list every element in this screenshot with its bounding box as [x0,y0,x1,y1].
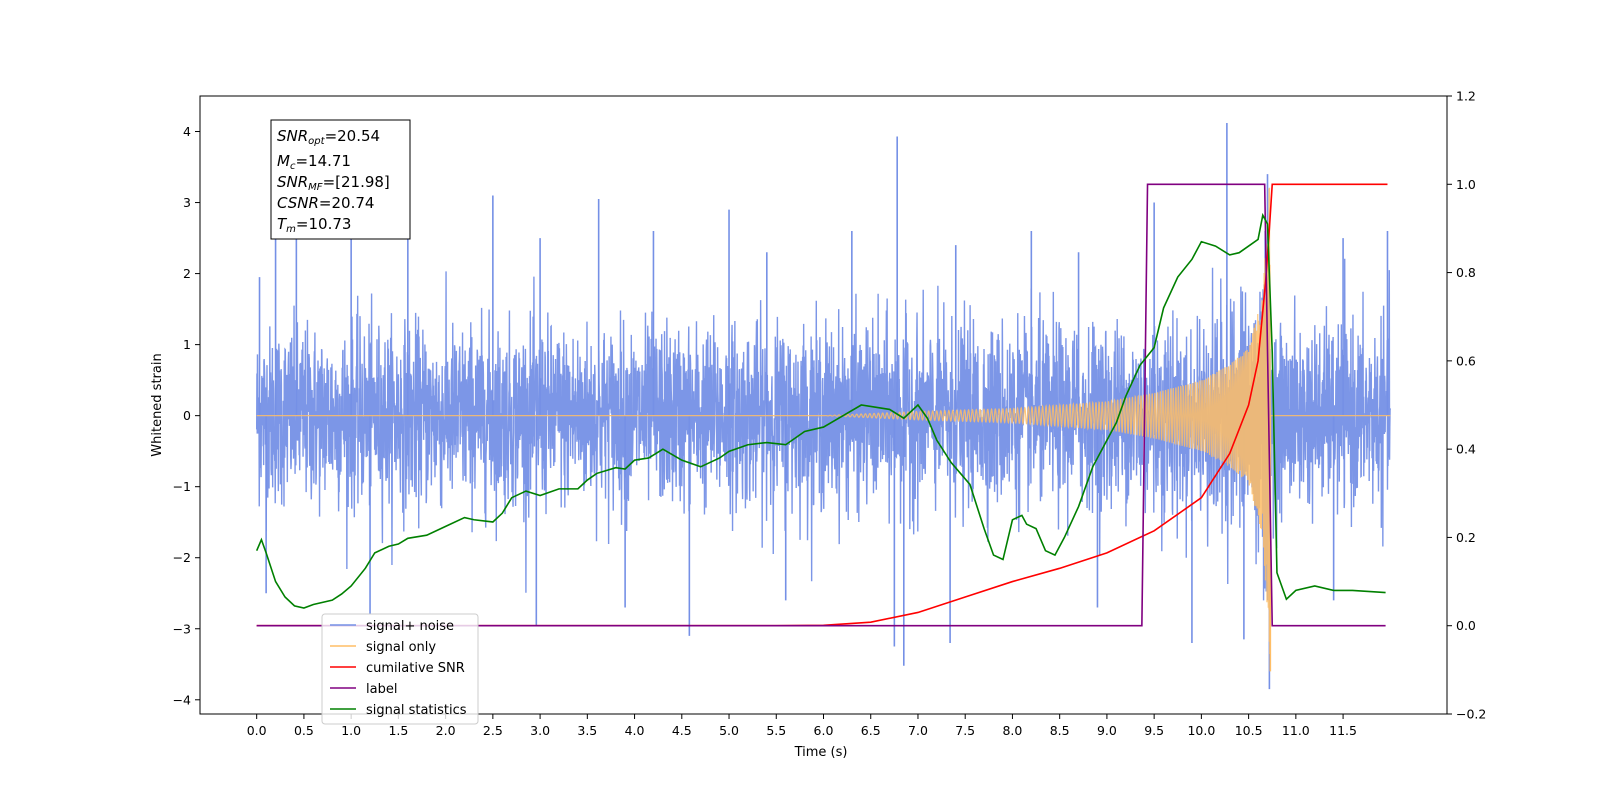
x-tick-label: 3.5 [577,723,597,738]
x-tick-label: 0.0 [247,723,267,738]
y-axis-label: Whitened strain [150,353,165,456]
x-tick-label: 5.0 [719,723,739,738]
x-axis-label: Time (s) [794,745,848,760]
legend-label-signal-noise: signal+ noise [366,619,454,634]
x-tick-label: 10.5 [1235,723,1263,738]
y2-tick-label: 0.6 [1456,353,1476,368]
series-label [256,183,1386,627]
x-tick-label: 2.5 [483,723,503,738]
x-tick-label: 6.0 [814,723,834,738]
x-tick-label: 4.0 [625,723,645,738]
x-tick-label: 7.5 [955,723,975,738]
y-tick-label: 1 [183,337,191,352]
x-tick-label: 10.0 [1187,723,1215,738]
x-tick-label: 5.5 [766,723,786,738]
y2-tick-label: 0.4 [1456,442,1476,457]
y2-tick-label: 1.0 [1456,177,1476,192]
y2-tick-label: 0.0 [1456,618,1476,633]
y-tick-label: 4 [183,124,191,139]
x-axis: 0.0 0.5 1.0 1.5 2.0 2.5 3.0 3.5 4.0 4.5 5.0 5.5 6.0 6… [247,714,1357,738]
x-tick-label: 8.5 [1050,723,1070,738]
y-axis-left: −4 −3 −2 −1 0 1 2 3 4 [173,124,200,707]
legend-frame [321,613,479,725]
stat-mc: Mc=14.71 [277,152,351,172]
y-tick-label: −1 [173,479,191,494]
x-tick-label: 3.0 [530,723,550,738]
y2-tick-label: −0.2 [1456,707,1486,722]
series-layer [255,122,1392,690]
stat-snr-opt: SNRopt=20.54 [277,127,380,147]
y-tick-label: 3 [183,195,191,210]
legend: signal+ noise signal only cumilative SNR… [321,613,479,725]
x-tick-label: 2.0 [436,723,456,738]
legend-label-signal-statistics: signal statistics [366,703,467,718]
legend-label-signal-only: signal only [366,640,436,655]
x-tick-label: 11.5 [1329,723,1357,738]
x-tick-label: 7.0 [908,723,928,738]
x-tick-label: 6.5 [861,723,881,738]
x-tick-label: 1.5 [388,723,408,738]
y-tick-label: −2 [173,550,191,565]
y2-tick-label: 1.2 [1456,89,1476,104]
x-tick-label: 8.0 [1002,723,1022,738]
series-signal-statistics [255,212,1386,609]
y-axis-right: −0.2 0.0 0.2 0.4 0.6 0.8 1.0 1.2 [1447,89,1486,722]
y2-tick-label: 0.2 [1456,530,1476,545]
y-tick-label: −4 [173,692,191,707]
legend-label-cumulative-snr: cumilative SNR [366,661,465,676]
legend-label-label: label [366,682,397,697]
stat-snr-mf: SNRMF=[21.98] [277,173,390,193]
stats-box-frame [270,119,411,240]
x-tick-label: 4.5 [672,723,692,738]
y2-tick-label: 0.8 [1456,265,1476,280]
y-tick-label: −3 [173,621,191,636]
series-signal-only [256,187,1391,655]
x-tick-label: 9.5 [1144,723,1164,738]
stat-csnr: CSNR=20.74 [277,194,374,212]
x-tick-label: 0.5 [294,723,314,738]
x-tick-label: 1.0 [341,723,361,738]
y-tick-label: 2 [183,266,191,281]
x-tick-label: 9.0 [1097,723,1117,738]
stats-box: SNRopt=20.54 Mc=14.71 SNRMF=[21.98] CSNR… [270,119,411,240]
stat-tm: Tm=10.73 [277,215,351,235]
x-tick-label: 11.0 [1282,723,1310,738]
y-tick-label: 0 [183,408,191,423]
